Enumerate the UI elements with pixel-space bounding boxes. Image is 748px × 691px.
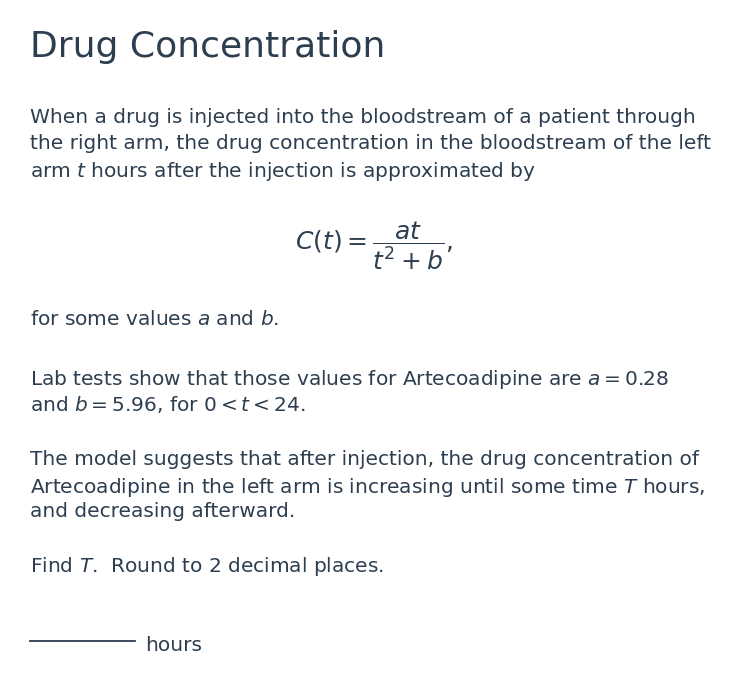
- Text: The model suggests that after injection, the drug concentration of: The model suggests that after injection,…: [30, 450, 699, 469]
- Text: $C(t) = \dfrac{at}{t^2 + b},$: $C(t) = \dfrac{at}{t^2 + b},$: [295, 220, 453, 272]
- Text: Find $T$.  Round to 2 decimal places.: Find $T$. Round to 2 decimal places.: [30, 555, 384, 578]
- Text: and decreasing afterward.: and decreasing afterward.: [30, 502, 295, 521]
- Text: arm $t$ hours after the injection is approximated by: arm $t$ hours after the injection is app…: [30, 160, 536, 183]
- Text: When a drug is injected into the bloodstream of a patient through: When a drug is injected into the bloodst…: [30, 108, 696, 127]
- Text: and $b = 5.96$, for $0 < t < 24$.: and $b = 5.96$, for $0 < t < 24$.: [30, 394, 305, 415]
- Text: Artecoadipine in the left arm is increasing until some time $T$ hours,: Artecoadipine in the left arm is increas…: [30, 476, 705, 499]
- Text: the right arm, the drug concentration in the bloodstream of the left: the right arm, the drug concentration in…: [30, 134, 711, 153]
- Text: hours: hours: [145, 636, 202, 655]
- Text: Drug Concentration: Drug Concentration: [30, 30, 385, 64]
- Text: for some values $a$ and $b$.: for some values $a$ and $b$.: [30, 310, 279, 329]
- Text: Lab tests show that those values for Artecoadipine are $a = 0.28$: Lab tests show that those values for Art…: [30, 368, 669, 391]
